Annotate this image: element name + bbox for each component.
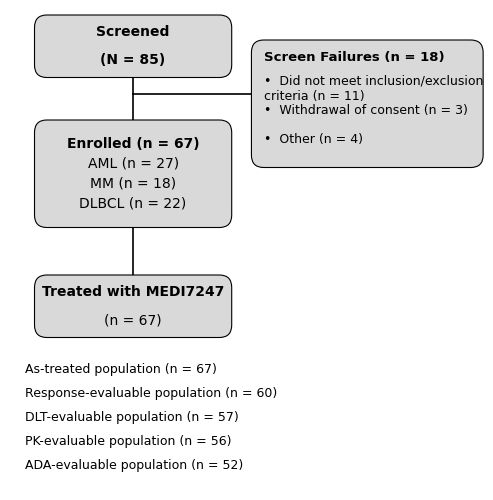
Text: (n = 67): (n = 67) [105, 313, 162, 327]
FancyBboxPatch shape [251, 40, 483, 168]
Text: Screened: Screened [97, 25, 170, 40]
Text: DLT-evaluable population (n = 57): DLT-evaluable population (n = 57) [25, 410, 239, 424]
Text: MM (n = 18): MM (n = 18) [90, 176, 176, 190]
Text: AML (n = 27): AML (n = 27) [88, 156, 178, 170]
Text: PK-evaluable population (n = 56): PK-evaluable population (n = 56) [25, 434, 231, 448]
Text: •  Did not meet inclusion/exclusion
criteria (n = 11): • Did not meet inclusion/exclusion crite… [264, 75, 483, 103]
Text: Treated with MEDI7247: Treated with MEDI7247 [42, 285, 224, 299]
FancyBboxPatch shape [35, 275, 232, 338]
Text: ADA-evaluable population (n = 52): ADA-evaluable population (n = 52) [25, 458, 243, 471]
Text: Response-evaluable population (n = 60): Response-evaluable population (n = 60) [25, 386, 277, 400]
Text: Screen Failures (n = 18): Screen Failures (n = 18) [264, 51, 444, 64]
Text: DLBCL (n = 22): DLBCL (n = 22) [79, 196, 187, 210]
Text: •  Withdrawal of consent (n = 3): • Withdrawal of consent (n = 3) [264, 104, 468, 117]
FancyBboxPatch shape [35, 120, 232, 228]
FancyBboxPatch shape [35, 15, 232, 78]
Text: •  Other (n = 4): • Other (n = 4) [264, 133, 363, 146]
Text: Enrolled (n = 67): Enrolled (n = 67) [67, 136, 200, 150]
Text: As-treated population (n = 67): As-treated population (n = 67) [25, 362, 216, 376]
Text: (N = 85): (N = 85) [101, 53, 166, 67]
